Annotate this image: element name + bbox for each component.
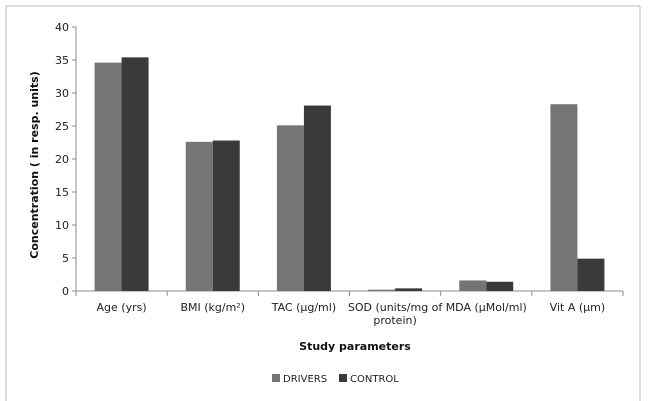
bar-control xyxy=(577,258,605,291)
y-tick-label: 40 xyxy=(55,21,69,34)
x-category-label: Age (yrs) xyxy=(97,301,147,314)
y-tick-label: 0 xyxy=(62,285,69,298)
bar-control xyxy=(303,105,331,291)
bar-drivers xyxy=(459,280,487,291)
bar-control xyxy=(121,57,149,291)
legend-swatch-drivers xyxy=(272,374,280,382)
bar-control xyxy=(395,288,423,291)
bar-control xyxy=(486,281,514,291)
bar-drivers xyxy=(368,289,396,291)
y-tick-label: 10 xyxy=(55,219,69,232)
legend: DRIVERS CONTROL xyxy=(272,374,399,385)
y-tick-label: 30 xyxy=(55,87,69,100)
y-axis: 0 5 10 15 20 25 30 35 40 xyxy=(55,21,77,298)
y-tick-label: 15 xyxy=(55,186,69,199)
x-axis-title: Study parameters xyxy=(299,340,411,353)
y-tick-label: 5 xyxy=(62,252,69,265)
legend-label-control: CONTROL xyxy=(350,374,399,385)
x-category-labels: Age (yrs) BMI (kg/m²) TAC (µg/ml) SOD (unit… xyxy=(97,301,606,327)
y-tick-label: 20 xyxy=(55,153,69,166)
bar-drivers xyxy=(185,141,213,291)
bar-drivers xyxy=(550,104,578,291)
legend-label-drivers: DRIVERS xyxy=(283,374,327,385)
bar-series-group xyxy=(94,57,605,291)
y-tick-label: 25 xyxy=(55,120,69,133)
x-axis xyxy=(75,290,624,296)
x-category-label: MDA (µMol/ml) xyxy=(446,301,527,314)
x-category-label: BMI (kg/m²) xyxy=(180,301,245,314)
x-category-label: Vit A (µm) xyxy=(550,301,605,314)
bar-drivers xyxy=(276,125,304,291)
bar-control xyxy=(212,140,240,291)
x-category-label: SOD (units/mg of protein) xyxy=(348,301,444,327)
legend-swatch-control xyxy=(339,374,347,382)
x-category-label: TAC (µg/ml) xyxy=(271,301,336,314)
y-axis-title: Concentration ( in resp. units) xyxy=(28,71,41,259)
y-tick-label: 35 xyxy=(55,54,69,67)
bar-drivers xyxy=(94,62,122,291)
